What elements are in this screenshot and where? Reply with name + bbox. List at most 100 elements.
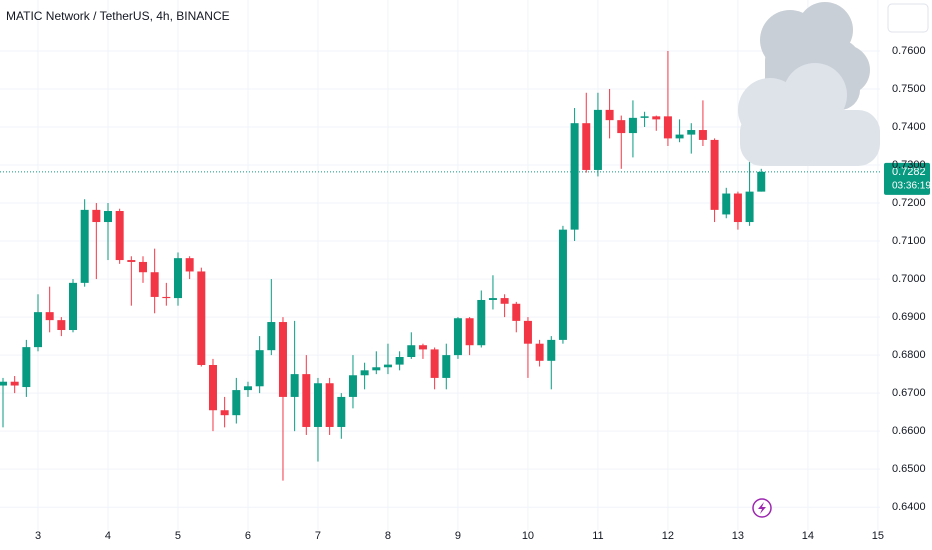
candle-body [162, 296, 171, 299]
candle-body [127, 260, 136, 262]
chart-title: MATIC Network / TetherUS, 4h, BINANCE [6, 9, 230, 23]
candle-body [698, 130, 707, 140]
candle-body [593, 109, 602, 170]
candle-body [465, 318, 474, 346]
candle-body [34, 312, 43, 348]
candle-body [290, 374, 299, 397]
y-tick-label: 0.7500 [892, 83, 926, 95]
candle-body [22, 347, 31, 388]
candle-body [675, 134, 684, 139]
candle-body [652, 116, 661, 120]
y-tick-label: 0.7000 [892, 273, 926, 285]
candle-body [197, 271, 206, 365]
candle-body [488, 298, 497, 300]
candle-body [173, 258, 182, 299]
x-tick-label: 7 [315, 530, 321, 542]
candle-body [570, 123, 579, 230]
candle-body [710, 139, 719, 210]
candle-body [722, 193, 731, 215]
x-tick-label: 6 [245, 530, 251, 542]
candle-body [103, 211, 112, 223]
y-tick-label: 0.7100 [892, 235, 926, 247]
grid [0, 0, 880, 530]
candle-body [523, 320, 532, 344]
alert-icon[interactable] [752, 498, 772, 518]
x-tick-label: 12 [662, 530, 674, 542]
candle-body [582, 123, 591, 170]
candle-body [0, 381, 8, 386]
x-tick-label: 5 [175, 530, 181, 542]
countdown-label: 03:36:19 [892, 180, 931, 191]
candle-body [628, 117, 637, 134]
candle-body [92, 209, 101, 223]
price-label-box [884, 162, 930, 195]
candle-body [243, 386, 252, 391]
candle-body [45, 312, 54, 321]
candle-body [337, 396, 346, 427]
y-tick-label: 0.6500 [892, 463, 926, 475]
x-tick-label: 3 [35, 530, 41, 542]
y-tick-label: 0.6900 [892, 311, 926, 323]
candle-body [558, 229, 567, 340]
candle-body [232, 390, 241, 416]
candle-body [512, 303, 521, 321]
candle-body [302, 374, 311, 427]
candle-body [267, 322, 276, 351]
candle-body [395, 357, 404, 365]
candle-body [255, 350, 264, 387]
price-tag: 0.7282 03:36:19 [884, 162, 931, 195]
y-tick-label: 0.7600 [892, 45, 926, 57]
y-tick-label: 0.6700 [892, 387, 926, 399]
candle-body [372, 367, 381, 371]
clouds [738, 2, 880, 166]
x-tick-label: 10 [522, 530, 534, 542]
candle-body [453, 318, 462, 356]
x-tick-label: 13 [732, 530, 744, 542]
candle-body [535, 343, 544, 361]
candle-body [138, 261, 147, 273]
y-tick-label: 0.7300 [892, 159, 926, 171]
candle-body [10, 381, 19, 386]
candle-body [278, 322, 287, 397]
candle-body [348, 375, 357, 397]
candle-body [208, 364, 217, 411]
candle-body [360, 370, 369, 376]
candle-body [80, 209, 89, 283]
candle-body [313, 383, 322, 427]
y-tick-label: 0.7400 [892, 121, 926, 133]
candle-body [407, 345, 416, 358]
candle-body [687, 130, 696, 135]
candle-body [418, 345, 427, 350]
x-tick-label: 14 [802, 530, 814, 542]
candle-body [442, 355, 451, 378]
y-tick-label: 0.7200 [892, 197, 926, 209]
candle-body [57, 320, 66, 331]
candle-body [663, 116, 672, 139]
candle-body [617, 120, 626, 134]
x-tick-label: 11 [592, 530, 603, 542]
candle-body [477, 299, 486, 346]
y-tick-label: 0.6600 [892, 425, 926, 437]
candle-body [150, 272, 159, 297]
candles [0, 50, 766, 481]
candle-body [430, 349, 439, 378]
settings-button[interactable] [887, 3, 929, 33]
candle-body [745, 191, 754, 223]
price-label: 0.7282 [892, 166, 926, 178]
candle-body [115, 211, 124, 261]
candle-body [757, 171, 766, 192]
x-tick-label: 4 [105, 530, 111, 542]
x-tick-label: 8 [385, 530, 391, 542]
candle-body [383, 364, 392, 368]
x-tick-label: 15 [872, 530, 884, 542]
candle-body [547, 339, 556, 361]
candle-body [185, 258, 194, 272]
candle-body [640, 116, 649, 118]
candle-body [325, 383, 334, 427]
y-tick-label: 0.6800 [892, 349, 926, 361]
candle-body [500, 298, 509, 304]
x-tick-label: 9 [455, 530, 461, 542]
candle-body [733, 193, 742, 223]
y-tick-label: 0.6400 [892, 501, 926, 513]
